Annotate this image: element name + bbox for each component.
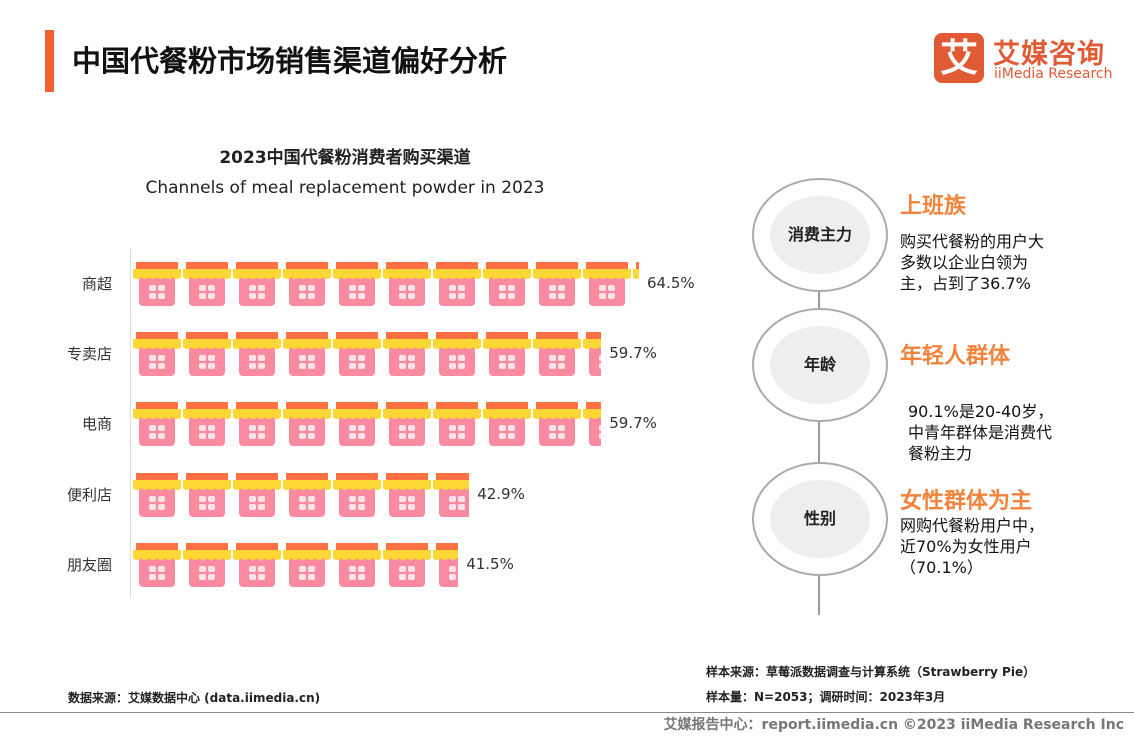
circle-label: 消费主力 bbox=[770, 196, 870, 274]
page-title: 中国代餐粉市场销售渠道偏好分析 bbox=[72, 44, 508, 78]
category-label: 电商 bbox=[81, 415, 112, 433]
shop-icon bbox=[132, 328, 182, 378]
footer-divider bbox=[0, 712, 1134, 713]
shop-icon bbox=[282, 469, 332, 519]
shop-icon bbox=[232, 328, 282, 378]
shop-icon bbox=[282, 328, 332, 378]
data-label: 59.7% bbox=[609, 344, 657, 362]
logo-subtext: iiMedia Research bbox=[994, 66, 1113, 82]
shop-icon bbox=[432, 328, 482, 378]
shop-icon bbox=[282, 539, 332, 589]
shop-icon bbox=[232, 398, 282, 448]
desc-line: 多数以企业白领为 bbox=[900, 253, 1029, 272]
data-label: 59.7% bbox=[609, 414, 657, 432]
shop-icon bbox=[482, 398, 532, 448]
desc-line: 网购代餐粉用户中， bbox=[900, 516, 1045, 535]
shop-icon bbox=[532, 258, 582, 308]
shop-icon bbox=[582, 328, 602, 378]
title-accent-bar bbox=[45, 30, 54, 92]
shop-icon bbox=[432, 539, 459, 589]
insight-heading: 上班族 bbox=[900, 194, 967, 219]
category-label: 朋友圈 bbox=[66, 556, 112, 574]
shop-icon bbox=[332, 398, 382, 448]
shop-icon bbox=[382, 539, 432, 589]
sample-size: 样本量：N=2053；调研时间：2023年3月 bbox=[706, 690, 946, 704]
shop-icon bbox=[182, 328, 232, 378]
data-label: 41.5% bbox=[466, 555, 514, 573]
category-label: 便利店 bbox=[66, 486, 112, 504]
shop-icon bbox=[482, 258, 532, 308]
shop-icon bbox=[482, 328, 532, 378]
shop-icon bbox=[282, 398, 332, 448]
shop-icon bbox=[532, 398, 582, 448]
data-source: 数据来源：艾媒数据中心 (data.iimedia.cn) bbox=[68, 691, 321, 705]
category-label: 商超 bbox=[81, 275, 112, 293]
footer-text: 艾媒报告中心：report.iimedia.cn ©2023 iiMedia R… bbox=[663, 717, 1124, 733]
bar-4 bbox=[132, 539, 459, 589]
shop-icon bbox=[232, 469, 282, 519]
shop-icon bbox=[382, 258, 432, 308]
desc-line: 购买代餐粉的用户大 bbox=[900, 232, 1045, 251]
shop-icon bbox=[232, 258, 282, 308]
shop-icon bbox=[582, 258, 632, 308]
desc-line: 90.1%是20-40岁， bbox=[908, 402, 1054, 421]
shop-icon bbox=[232, 539, 282, 589]
shop-icon bbox=[582, 398, 602, 448]
shop-icon bbox=[132, 539, 182, 589]
bar-0 bbox=[132, 258, 639, 308]
chart-subtitle: Channels of meal replacement powder in 2… bbox=[145, 178, 545, 198]
logo-icon: 艾 bbox=[934, 33, 984, 83]
y-axis-line bbox=[130, 248, 131, 598]
shop-icon bbox=[632, 258, 639, 308]
circle-label: 性别 bbox=[770, 480, 870, 558]
shop-icon bbox=[132, 258, 182, 308]
circle-0: 消费主力 bbox=[752, 178, 888, 292]
circle-1: 年龄 bbox=[752, 308, 888, 422]
shop-icon bbox=[332, 539, 382, 589]
shop-icon bbox=[132, 469, 182, 519]
shop-icon bbox=[432, 398, 482, 448]
shop-icon bbox=[332, 469, 382, 519]
shop-icon bbox=[432, 258, 482, 308]
shop-icon bbox=[382, 328, 432, 378]
insight-heading: 女性群体为主 bbox=[900, 489, 1033, 514]
shop-icon bbox=[132, 398, 182, 448]
desc-line: 餐粉主力 bbox=[908, 444, 973, 463]
bar-2 bbox=[132, 398, 602, 448]
shop-icon bbox=[182, 469, 232, 519]
bar-3 bbox=[132, 469, 470, 519]
chart-title: 2023中国代餐粉消费者购买渠道 bbox=[219, 148, 471, 168]
shop-icon bbox=[382, 469, 432, 519]
desc-line: （70.1%） bbox=[900, 558, 983, 577]
sample-source: 样本来源：草莓派数据调查与计算系统（Strawberry Pie） bbox=[706, 665, 1036, 679]
shop-icon bbox=[332, 258, 382, 308]
data-label: 42.9% bbox=[477, 485, 525, 503]
logo-text: 艾媒咨询 bbox=[993, 39, 1105, 70]
shop-icon bbox=[182, 398, 232, 448]
insight-desc: 90.1%是20-40岁， 中青年群体是消费代 餐粉主力 bbox=[908, 401, 1053, 464]
circle-2: 性别 bbox=[752, 462, 888, 576]
data-label: 64.5% bbox=[646, 274, 695, 292]
shop-icon bbox=[382, 398, 432, 448]
insight-heading: 年轻人群体 bbox=[900, 344, 1011, 369]
shop-icon bbox=[332, 328, 382, 378]
shop-icon bbox=[182, 539, 232, 589]
category-label: 专卖店 bbox=[66, 345, 112, 363]
shop-icon bbox=[282, 258, 332, 308]
shop-icon bbox=[432, 469, 470, 519]
circle-label: 年龄 bbox=[770, 326, 870, 404]
desc-line: 近70%为女性用户 bbox=[900, 537, 1032, 556]
desc-line: 主，占到了36.7% bbox=[900, 274, 1031, 293]
bar-1 bbox=[132, 328, 602, 378]
insight-desc: 网购代餐粉用户中， 近70%为女性用户 （70.1%） bbox=[900, 515, 1044, 578]
insight-desc: 购买代餐粉的用户大 多数以企业白领为 主，占到了36.7% bbox=[900, 231, 1044, 294]
shop-icon bbox=[182, 258, 232, 308]
desc-line: 中青年群体是消费代 bbox=[908, 423, 1053, 442]
shop-icon bbox=[532, 328, 582, 378]
